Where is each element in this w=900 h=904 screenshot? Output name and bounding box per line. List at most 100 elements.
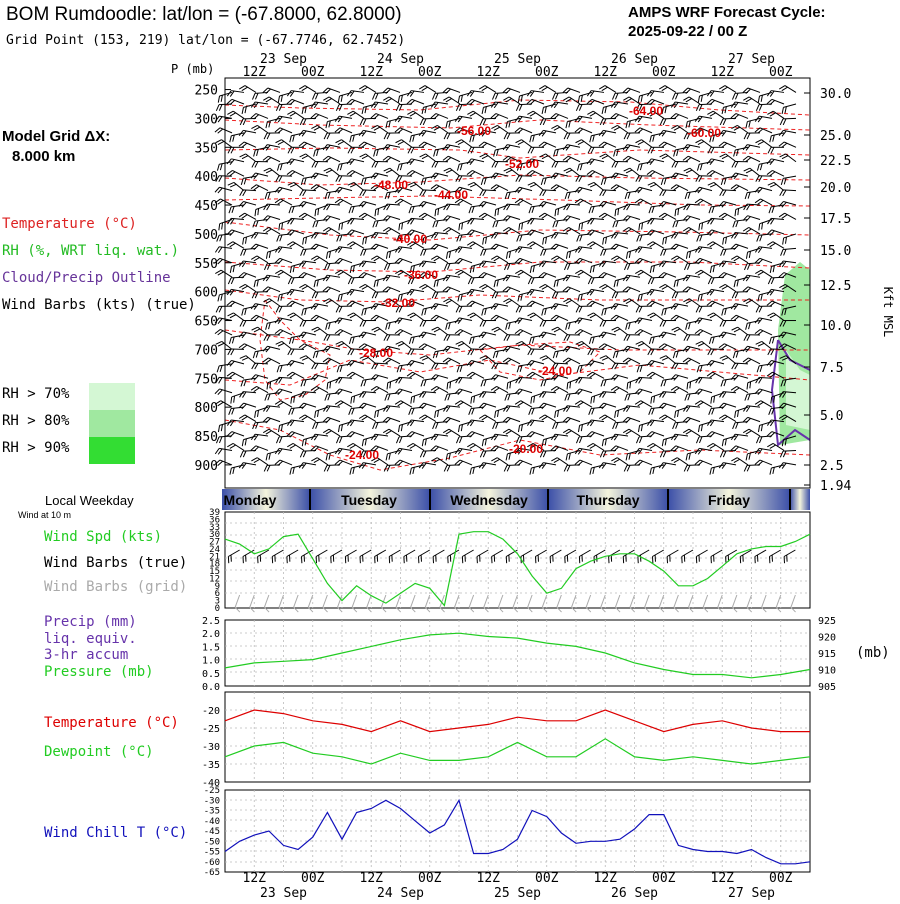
cross-section-wind-barb <box>240 321 256 327</box>
cross-section-wind-barb-flag <box>349 397 354 404</box>
cross-section-wind-barb-flag <box>661 238 666 245</box>
cross-section-wind-barb-staff <box>640 329 652 334</box>
cross-section-wind-barb-flag <box>600 119 603 125</box>
cross-section-wind-barb <box>299 212 316 225</box>
cross-section-wind-barb-flag <box>459 306 462 312</box>
cross-section-wind-barb-flag <box>780 190 783 196</box>
cross-section-wind-barb <box>396 162 413 171</box>
cross-section-wind-barb <box>685 248 702 258</box>
cross-section-wind-barb <box>215 246 232 254</box>
cross-section-wind-barb <box>385 248 402 258</box>
cross-section-wind-barb <box>324 335 340 341</box>
cross-section-wind-barb-flag <box>732 352 736 358</box>
cross-section-wind-barb-flag <box>360 380 364 386</box>
cross-section-wind-barb-flag <box>588 337 592 343</box>
cross-section-wind-barb-flag <box>723 249 727 255</box>
cross-section-wind-barb <box>577 422 594 432</box>
cross-section-wind-barb <box>277 92 294 102</box>
cross-section-wind-barb-flag <box>552 221 556 227</box>
cross-section-wind-barb-flag <box>384 122 388 129</box>
cross-section-wind-barb-flag <box>421 440 426 447</box>
cross-section-wind-barb-flag <box>384 204 387 210</box>
cross-section-wind-barb <box>552 161 568 167</box>
cross-section-wind-barb <box>767 240 784 253</box>
cross-section-wind-barb-staff <box>761 199 772 205</box>
cross-section-wind-barb <box>432 363 448 370</box>
cross-section-wind-barb <box>479 212 496 225</box>
cross-section-wind-barb-staff <box>532 263 544 267</box>
cross-section-wind-barb <box>397 219 414 230</box>
cross-section-wind-barb <box>599 331 616 340</box>
cross-section-wind-barb-flag <box>601 440 606 447</box>
cross-section-wind-barb <box>587 169 604 181</box>
cross-section-wind-barb-staff <box>330 168 340 176</box>
cross-section-wind-barb-flag <box>276 164 280 170</box>
cross-section-wind-barb-flag <box>675 221 679 227</box>
cross-section-wind-barb-flag <box>264 193 268 199</box>
cross-section-wind-barb-flag <box>696 377 699 383</box>
cross-section-wind-barb <box>697 422 714 432</box>
cross-section-wind-barb <box>647 158 664 167</box>
cross-section-wind-barb-flag <box>711 349 714 355</box>
cross-section-wind-barb-flag <box>435 93 438 99</box>
cross-section-wind-barb <box>623 428 640 442</box>
bottom-hour-tick-label: 00Z <box>535 871 559 886</box>
cross-section-wind-barb <box>779 141 796 153</box>
cross-section-wind-barb <box>769 263 786 273</box>
cross-section-wind-barb <box>707 158 724 167</box>
cross-section-wind-barb-flag <box>493 281 497 288</box>
cross-section-wind-barb <box>227 90 244 98</box>
cross-section-wind-barb-staff <box>652 170 664 176</box>
cross-section-wind-barb <box>360 118 376 125</box>
cross-section-wind-barb-flag <box>339 164 343 170</box>
cross-section-wind-barb <box>625 378 642 389</box>
cross-section-wind-barb-flag <box>733 209 738 216</box>
cross-section-wind-barb-flag <box>747 394 751 400</box>
cross-section-wind-barb <box>479 261 496 269</box>
cross-section-wind-barb-staff <box>412 263 424 267</box>
cross-section-wind-barb <box>336 162 353 171</box>
cross-section-wind-barb-staff <box>291 133 304 136</box>
cross-section-wind-barb <box>696 162 713 171</box>
cross-section-wind-barb-flag <box>591 147 594 153</box>
cross-section-wind-barb-flag <box>649 266 654 273</box>
cross-section-wind-barb <box>431 232 448 240</box>
cross-section-wind-barb <box>240 391 256 398</box>
cross-section-wind-barb-flag <box>516 176 519 182</box>
cross-section-wind-barb <box>781 104 798 114</box>
cross-section-wind-barb-staff <box>255 277 268 280</box>
cross-section-wind-barb <box>588 147 604 153</box>
cross-section-wind-barb <box>648 133 665 142</box>
cross-section-wind-barb-staff <box>353 242 364 249</box>
cross-section-wind-barb <box>588 218 604 225</box>
cross-section-wind-barb <box>575 328 592 340</box>
cross-section-wind-barb-flag <box>615 422 619 428</box>
cross-section-wind-barb-flag <box>315 351 319 357</box>
cross-section-wind-barb <box>397 92 414 102</box>
cross-section-wind-barb-flag <box>759 176 762 182</box>
cross-section-wind-barb <box>503 405 520 413</box>
cross-section-wind-barb <box>672 292 688 299</box>
cross-section-wind-barb-flag <box>420 249 424 255</box>
cross-section-wind-barb-flag <box>723 380 727 386</box>
cross-section-wind-barb-flag <box>348 147 351 153</box>
cross-section-wind-barb-flag <box>612 93 615 99</box>
cross-section-wind-barb-staff <box>545 86 556 93</box>
cross-section-wind-barb-staff <box>353 372 364 378</box>
cross-section-wind-barb <box>264 118 281 128</box>
cross-section-wind-barb-staff <box>352 263 364 267</box>
cross-section-wind-barb-flag <box>768 207 772 213</box>
cross-section-wind-barb <box>311 232 328 240</box>
cross-section-wind-barb-staff <box>543 306 556 309</box>
cross-section-wind-barb-flag <box>603 190 606 196</box>
cross-section-wind-barb-flag <box>219 377 222 383</box>
cross-section-wind-barb <box>408 218 424 225</box>
cross-section-wind-barb <box>275 317 292 326</box>
cross-section-wind-barb-staff <box>653 242 664 249</box>
cross-section-wind-barb <box>563 405 580 413</box>
cross-section-wind-barb-flag <box>567 263 570 269</box>
cross-section-wind-barb-flag <box>253 281 257 288</box>
cross-section-wind-barb-flag <box>600 321 603 327</box>
cross-section-wind-barb-staff <box>666 356 676 364</box>
cross-section-wind-barb-flag <box>747 263 750 269</box>
